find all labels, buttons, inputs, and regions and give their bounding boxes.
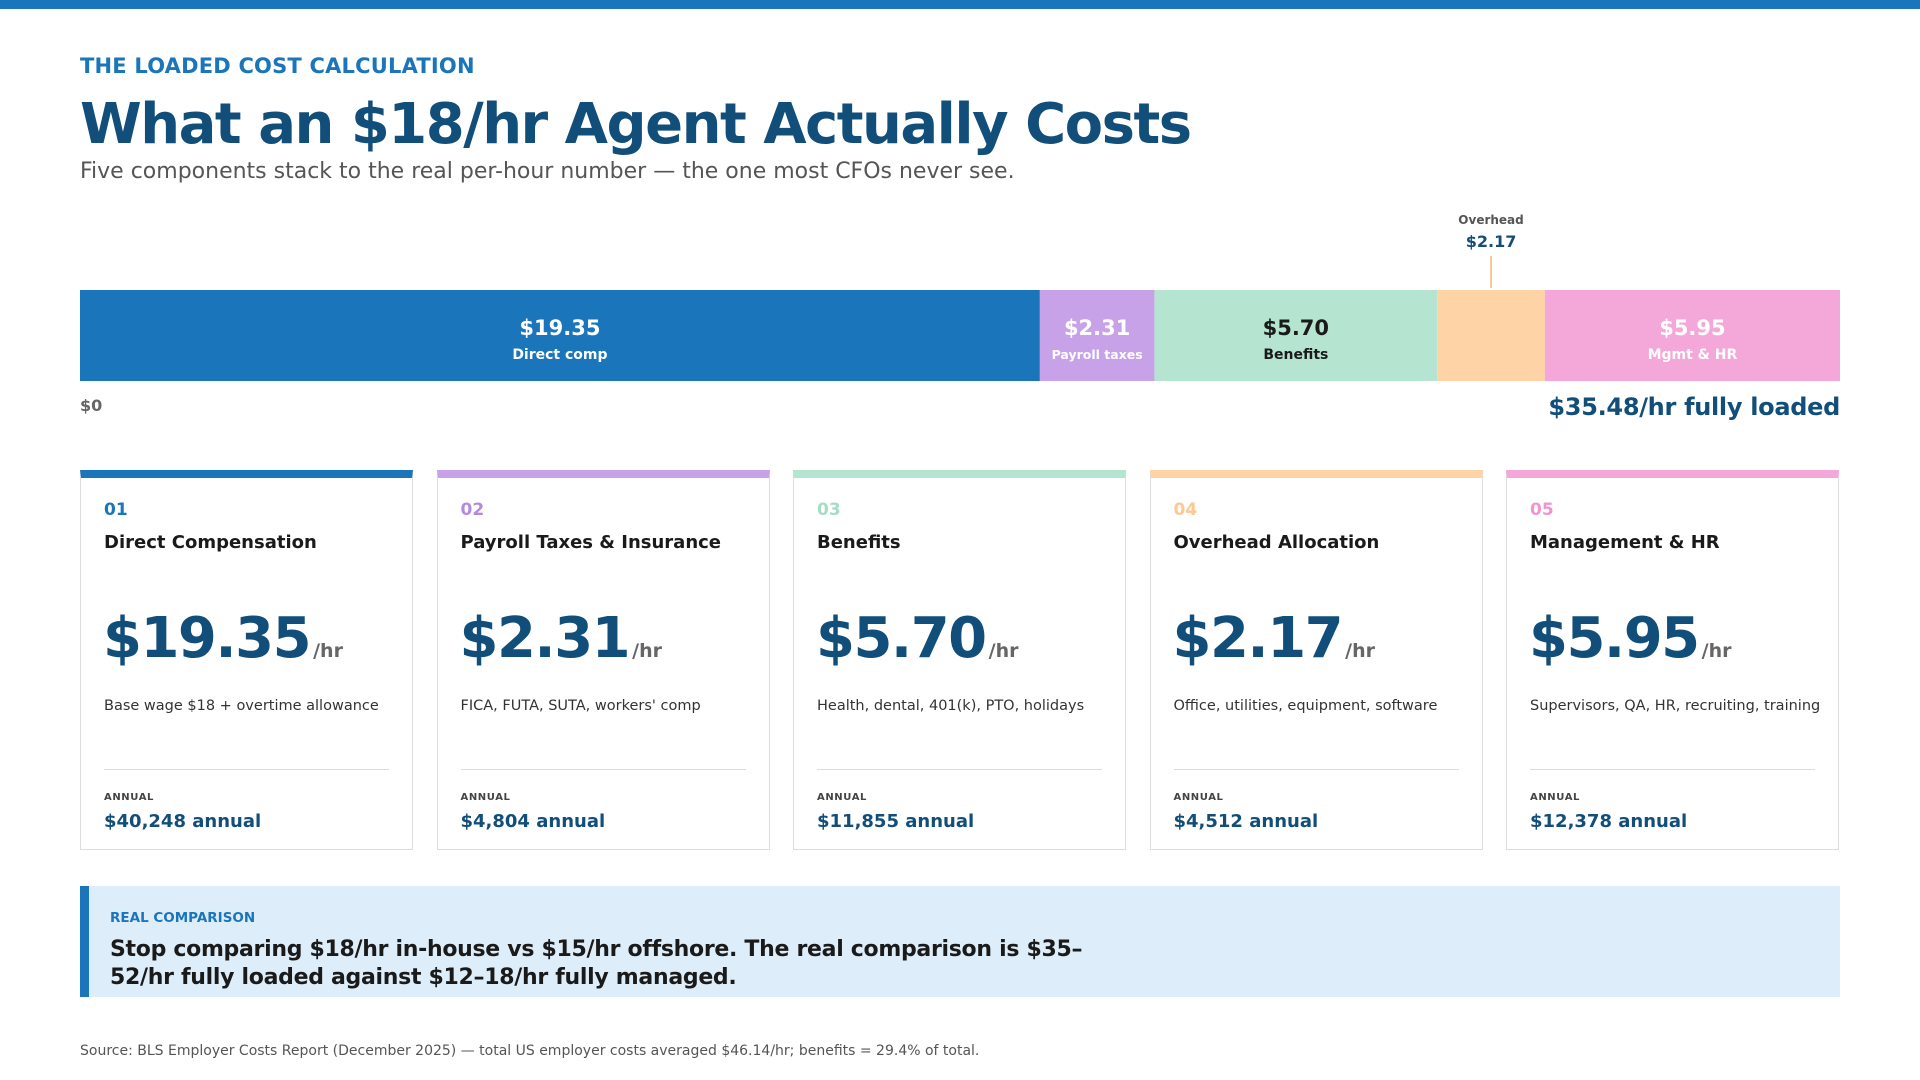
segment-value-label: $2.17 [1466, 232, 1517, 251]
card-annual-label: ANNUAL [104, 792, 155, 803]
source-footnote: Source: BLS Employer Costs Report (Decem… [80, 1043, 980, 1059]
cost-card: 02 Payroll Taxes & Insurance $2.31/hr FICA,… [436, 470, 770, 850]
bar-segment [1039, 290, 1155, 381]
bar-segment [1437, 290, 1545, 381]
card-annual-value: $4,512 annual [1173, 811, 1319, 832]
card-annual-value: $4,804 annual [460, 811, 606, 832]
section-eyebrow: THE LOADED COST CALCULATION [80, 54, 475, 78]
card-number: 02 [460, 500, 485, 520]
callout-text: Stop comparing $18/hr in-house vs $15/hr… [110, 937, 1083, 990]
card-value-unit: /hr [988, 640, 1019, 662]
card-number: 01 [104, 500, 128, 520]
top-accent-strip [0, 0, 1920, 9]
bar-segment [80, 290, 1040, 381]
card-value-amount: $5.70 [816, 606, 987, 671]
card-value-amount: $19.35 [103, 606, 312, 671]
card-hourly-value: $5.95/hr [1529, 606, 1731, 671]
card-title: Benefits [817, 532, 901, 553]
card-hourly-value: $5.70/hr [816, 606, 1018, 671]
page-title: What an $18/hr Agent Actually Costs [80, 92, 1192, 157]
page-subtitle: Five components stack to the real per-ho… [80, 159, 1015, 184]
card-annual-value: $40,248 annual [104, 811, 262, 832]
card-number: 03 [817, 500, 841, 520]
card-title: Management & HR [1530, 532, 1720, 553]
axis-total-label: $35.48/hr fully loaded [1548, 393, 1840, 421]
card-hourly-value: $2.31/hr [460, 606, 662, 671]
stacked-cost-bar: $19.35 Direct comp $2.31 Payroll taxes $5.70… [80, 208, 1840, 428]
card-description: Health, dental, 401(k), PTO, holidays [817, 698, 1085, 714]
card-divider [1530, 769, 1815, 770]
segment-name-label: Benefits [1263, 347, 1328, 363]
bar-segment [1544, 290, 1840, 381]
segment-value-label: $5.95 [1659, 316, 1725, 340]
card-annual-value: $12,378 annual [1530, 811, 1688, 832]
segment-name-label: Overhead [1458, 213, 1523, 227]
cost-component-cards: 01 Direct Compensation $19.35/hr Base wage … [80, 470, 1840, 850]
card-value-amount: $2.31 [459, 606, 631, 671]
card-value-unit: /hr [1345, 640, 1375, 662]
cost-card: 01 Direct Compensation $19.35/hr Base wage … [80, 470, 413, 850]
segment-name-label: Mgmt & HR [1648, 347, 1738, 363]
cost-card: 03 Benefits $5.70/hr Health, dental, 401(k)… [793, 470, 1126, 850]
card-value-amount: $5.95 [1529, 606, 1700, 671]
cost-card: 05 Management & HR $5.95/hr Supervisors, QA… [1506, 470, 1839, 850]
cost-card: 04 Overhead Allocation $2.17/hr Office, uti… [1149, 470, 1483, 850]
card-value-unit: /hr [313, 640, 343, 662]
card-description: Supervisors, QA, HR, recruiting, trainin… [1530, 698, 1821, 714]
card-value-unit: /hr [632, 640, 662, 662]
stacked-bar-chart: $19.35 Direct comp $2.31 Payroll taxes $5.70… [80, 213, 1840, 381]
card-annual-label: ANNUAL [817, 792, 868, 803]
segment-name-label: Direct comp [512, 347, 607, 363]
card-divider [460, 769, 746, 770]
callout-label: REAL COMPARISON [110, 910, 256, 926]
card-divider [104, 769, 389, 770]
card-hourly-value: $2.17/hr [1173, 606, 1375, 671]
card-annual-label: ANNUAL [1173, 792, 1224, 803]
segment-value-label: $19.35 [519, 316, 600, 340]
bar-segment [1154, 290, 1438, 381]
card-number: 05 [1530, 500, 1554, 520]
card-description: FICA, FUTA, SUTA, workers' comp [460, 698, 701, 714]
axis-start-label: $0 [80, 396, 103, 415]
card-annual-label: ANNUAL [1530, 792, 1581, 803]
card-title: Overhead Allocation [1173, 532, 1380, 553]
card-hourly-value: $19.35/hr [103, 606, 343, 671]
card-description: Base wage $18 + overtime allowance [104, 698, 379, 714]
card-annual-value: $11,855 annual [817, 811, 975, 832]
comparison-callout: REAL COMPARISON Stop comparing $18/hr in… [80, 886, 1840, 997]
card-annual-label: ANNUAL [460, 792, 511, 803]
card-title: Direct Compensation [104, 532, 317, 553]
card-divider [1173, 769, 1459, 770]
segment-value-label: $5.70 [1263, 316, 1329, 340]
segment-name-label: Payroll taxes [1052, 347, 1143, 362]
card-value-unit: /hr [1701, 640, 1732, 662]
card-title: Payroll Taxes & Insurance [460, 532, 722, 553]
card-value-amount: $2.17 [1172, 606, 1344, 671]
card-number: 04 [1173, 500, 1198, 520]
card-description: Office, utilities, equipment, software [1173, 698, 1438, 714]
card-divider [817, 769, 1102, 770]
segment-value-label: $2.31 [1064, 316, 1130, 340]
